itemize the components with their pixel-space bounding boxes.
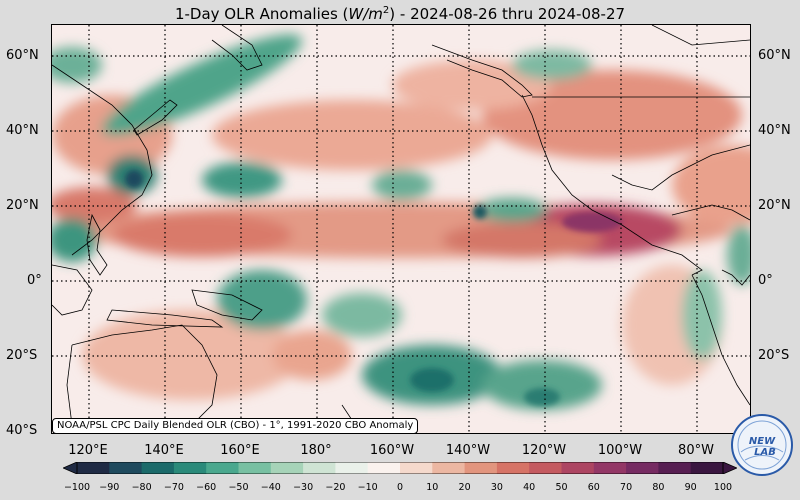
lon-label: 120°W: [521, 443, 567, 458]
graticule: [52, 25, 750, 433]
colorbar-segment: [593, 462, 627, 474]
title-unit: W/m: [348, 5, 383, 23]
colorbar-segment: [432, 462, 466, 474]
colorbar-segment: [367, 462, 401, 474]
olr-anomaly-map: [51, 24, 751, 434]
colorbar-tick-label: 50: [555, 482, 568, 493]
colorbar-tick-label: −90: [99, 482, 120, 493]
lat-label-right: 40°N: [758, 123, 791, 138]
colorbar-segment: [109, 462, 143, 474]
title-prefix: 1-Day OLR Anomalies (: [174, 5, 349, 23]
colorbar-tick-label: −40: [260, 482, 281, 493]
colorbar-left-outline: [63, 462, 78, 474]
colorbar-tick-label: 80: [652, 482, 665, 493]
colorbar-segment: [690, 462, 724, 474]
colorbar-tick-label: 20: [458, 482, 471, 493]
colorbar: [63, 462, 737, 474]
lat-label-right: 20°S: [758, 348, 790, 363]
lat-label-right: 20°N: [758, 198, 791, 213]
title-suffix: ) - 2024-08-26 thru 2024-08-27: [389, 5, 626, 23]
colorbar-segment: [206, 462, 239, 474]
lon-label: 100°W: [597, 443, 643, 458]
colorbar-segment: [77, 462, 110, 474]
colorbar-tick-label: 0: [396, 482, 404, 493]
colorbar-tick-label: −20: [325, 482, 346, 493]
colorbar-min-extension: [63, 462, 77, 474]
colorbar-segment: [626, 462, 659, 474]
colorbar-tick-label: 90: [684, 482, 697, 493]
colorbar-tick-label: −70: [163, 482, 184, 493]
title-unit-exponent: 2: [382, 5, 390, 16]
colorbar-tick-label: 100: [713, 482, 733, 493]
lon-label: 160°E: [220, 443, 260, 458]
logo-text-top: NEW: [749, 436, 776, 447]
lat-label-left: 40°S: [6, 423, 38, 438]
lat-label-right: 0°: [758, 273, 773, 288]
colorbar-segment: [529, 462, 562, 474]
colorbar-tick-label: 70: [620, 482, 633, 493]
colorbar-right-outline: [722, 462, 737, 474]
colorbar-tick-label: 60: [587, 482, 600, 493]
colorbar-tick-label: −30: [293, 482, 314, 493]
colorbar-tick-label: −60: [196, 482, 217, 493]
colorbar-max-extension: [723, 462, 737, 474]
colorbar-segment: [561, 462, 595, 474]
lat-label-left: 40°N: [6, 123, 39, 138]
lon-label: 80°W: [678, 443, 714, 458]
lat-label-left: 0°: [27, 273, 42, 288]
colorbar-segment: [238, 462, 272, 474]
logo-text-bottom: LAB: [754, 447, 776, 458]
lat-label-left: 20°S: [6, 348, 38, 363]
lat-label-right: 60°N: [758, 48, 791, 63]
colorbar-tick-label: −10: [357, 482, 378, 493]
lon-label: 140°E: [144, 443, 184, 458]
colorbar-segment: [141, 462, 175, 474]
colorbar-segment: [496, 462, 530, 474]
lat-label-left: 20°N: [6, 198, 39, 213]
colorbar-tick-label: −100: [63, 482, 91, 493]
colorbar-segment: [270, 462, 304, 474]
lon-label: 160°W: [369, 443, 415, 458]
colorbar-segment: [400, 462, 433, 474]
colorbar-segment: [335, 462, 369, 474]
colorbar-tick-label: 30: [490, 482, 503, 493]
colorbar-tick-label: −50: [228, 482, 249, 493]
data-source-note: NOAA/PSL CPC Daily Blended OLR (CBO) - 1…: [52, 418, 419, 434]
colorbar-tick-label: −80: [131, 482, 152, 493]
newlab-logo: NEW LAB: [731, 414, 793, 476]
lon-label: 120°E: [68, 443, 108, 458]
colorbar-segment: [658, 462, 692, 474]
colorbar-segments: [77, 462, 724, 474]
map-canvas: [52, 25, 750, 433]
lon-label: 140°W: [445, 443, 491, 458]
anomaly-cores: [125, 170, 622, 406]
map-title: 1-Day OLR Anomalies (W/m2) - 2024-08-26 …: [0, 0, 800, 24]
colorbar-tick-label: 10: [426, 482, 439, 493]
colorbar-segment: [464, 462, 498, 474]
colorbar-tick-label: 40: [523, 482, 536, 493]
colorbar-segment: [173, 462, 207, 474]
lat-label-left: 60°N: [6, 48, 39, 63]
lon-label: 180°: [300, 443, 332, 458]
colorbar-segment: [303, 462, 336, 474]
